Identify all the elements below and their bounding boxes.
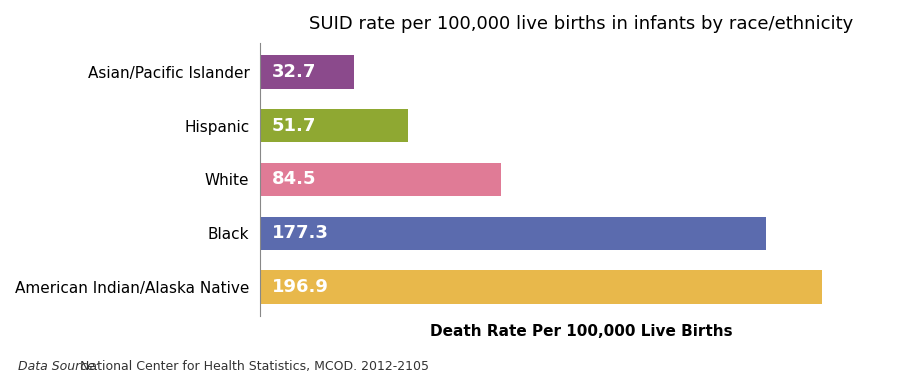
- Bar: [260, 109, 408, 143]
- Text: 177.3: 177.3: [272, 224, 329, 242]
- X-axis label: Death Rate Per 100,000 Live Births: Death Rate Per 100,000 Live Births: [430, 324, 733, 339]
- Bar: [260, 270, 822, 303]
- Title: SUID rate per 100,000 live births in infants by race/ethnicity: SUID rate per 100,000 live births in inf…: [309, 15, 854, 33]
- Text: 32.7: 32.7: [272, 63, 316, 81]
- Bar: [260, 55, 354, 89]
- Bar: [260, 163, 502, 196]
- Text: Data Source:: Data Source:: [18, 360, 99, 373]
- Text: 51.7: 51.7: [272, 117, 316, 135]
- Text: 84.5: 84.5: [272, 170, 316, 188]
- Text: National Center for Health Statistics, MCOD. 2012-2105: National Center for Health Statistics, M…: [76, 360, 429, 373]
- Text: 196.9: 196.9: [272, 278, 329, 296]
- Bar: [260, 216, 766, 250]
